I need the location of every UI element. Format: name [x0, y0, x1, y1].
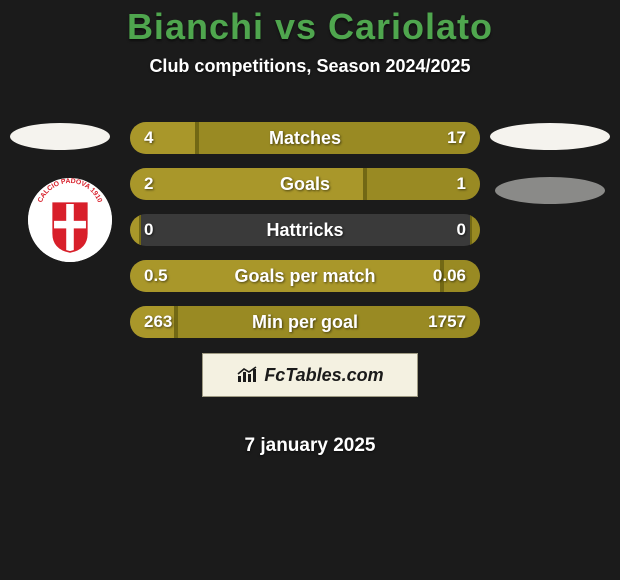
stat-row: 0 0Hattricks [130, 214, 480, 246]
subtitle: Club competitions, Season 2024/2025 [0, 56, 620, 77]
stat-value-left: 0.5 [144, 266, 168, 286]
stat-fill-right [197, 122, 481, 154]
brand-text: FcTables.com [264, 365, 383, 386]
stat-row: 21Goals [130, 168, 480, 200]
stat-row: 417Matches [130, 122, 480, 154]
stat-value-right: 1757 [428, 312, 466, 332]
stat-value-left: 2 [144, 174, 153, 194]
team-right-oval-2 [495, 177, 605, 204]
stat-value-right: 17 [447, 128, 466, 148]
brand-box[interactable]: FcTables.com [202, 353, 418, 397]
stat-fill-left [130, 214, 141, 246]
stat-value-right: 0.06 [433, 266, 466, 286]
team-right-oval [490, 123, 610, 150]
stat-value-right: 0 [457, 220, 466, 240]
stat-bars: 417Matches21Goals00Hattricks0.50.06Goals… [130, 122, 480, 352]
date: 7 january 2025 [0, 435, 620, 457]
chart-icon [236, 366, 258, 384]
stat-value-left: 263 [144, 312, 172, 332]
stat-value-left: 4 [144, 128, 153, 148]
stat-fill-left [130, 260, 442, 292]
stat-fill-left [130, 168, 365, 200]
stat-value-left: 0 [144, 220, 153, 240]
stat-fill-left [130, 122, 197, 154]
team-left-badge: CALCIO PADOVA 1910 [28, 178, 112, 262]
stat-value-right: 1 [457, 174, 466, 194]
stat-label: Hattricks [130, 220, 480, 241]
team-left-oval [10, 123, 110, 150]
page-title: Bianchi vs Cariolato [0, 0, 620, 48]
stat-fill-right [470, 214, 481, 246]
comparison-infographic: Bianchi vs Cariolato Club competitions, … [0, 0, 620, 580]
stat-row: 2631757Min per goal [130, 306, 480, 338]
stat-row: 0.50.06Goals per match [130, 260, 480, 292]
